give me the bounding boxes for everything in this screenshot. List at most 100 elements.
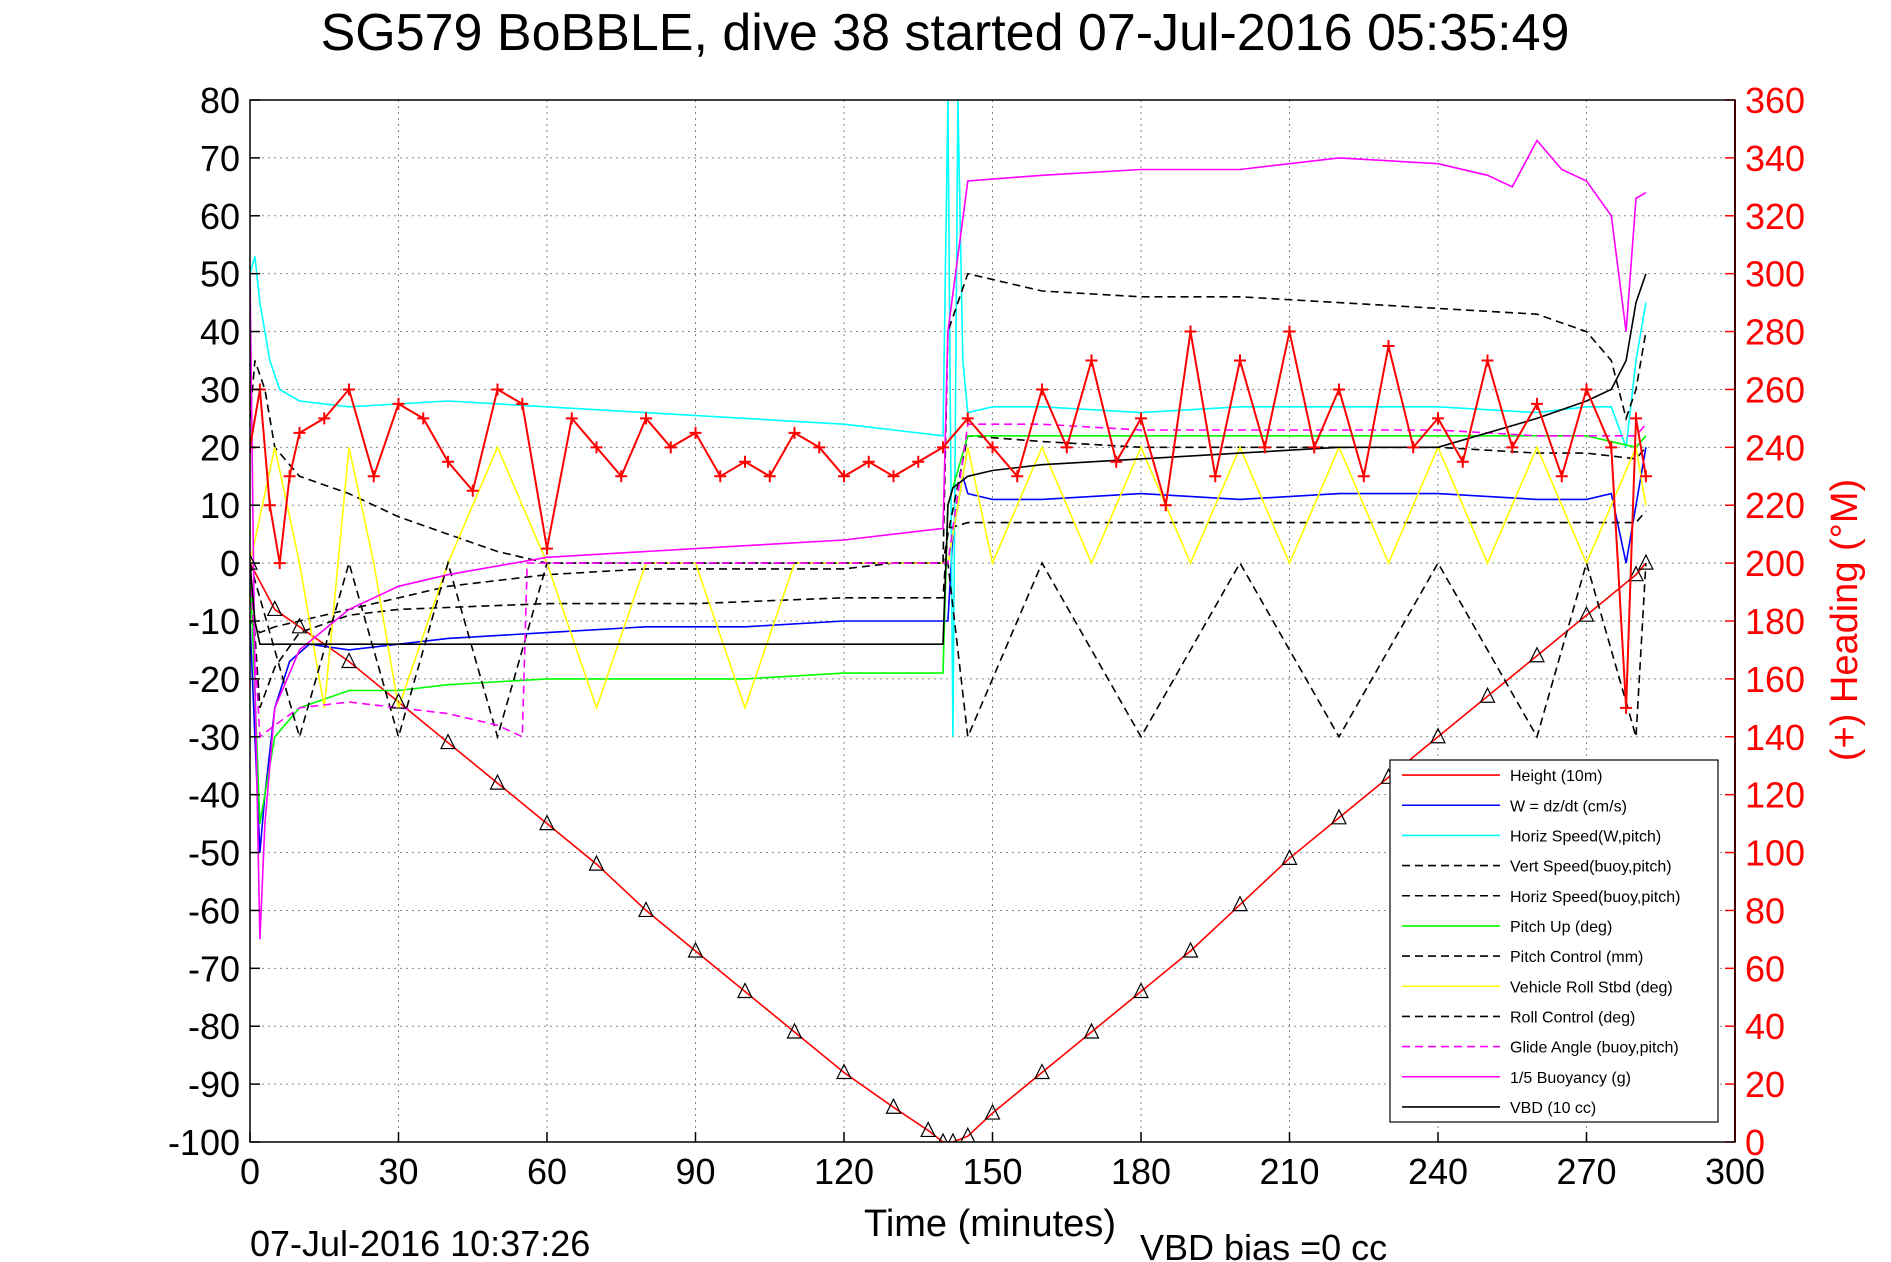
heading-marker bbox=[1036, 383, 1048, 396]
series-line-buoyancy bbox=[250, 139, 1647, 940]
x-tick-label: 120 bbox=[814, 1151, 874, 1192]
y2-tick-label: 140 bbox=[1745, 717, 1805, 758]
y2-tick-label: 180 bbox=[1745, 601, 1805, 642]
y-tick-label: 80 bbox=[200, 80, 240, 121]
heading-marker bbox=[689, 426, 702, 439]
y2-tick-label: 280 bbox=[1745, 312, 1805, 353]
heading-marker bbox=[615, 470, 628, 483]
legend-label-vbd: VBD (10 cc) bbox=[1510, 1100, 1596, 1117]
height-marker bbox=[984, 1103, 1001, 1120]
y2-tick-label: 120 bbox=[1745, 775, 1805, 816]
height-marker bbox=[1430, 727, 1446, 744]
heading-marker bbox=[1085, 354, 1098, 367]
heading-marker bbox=[763, 470, 776, 483]
series-line-pitch_ctl bbox=[250, 510, 1647, 709]
heading-marker bbox=[788, 426, 801, 439]
height-marker bbox=[1578, 605, 1595, 622]
heading-marker bbox=[887, 470, 900, 483]
y2-tick-label: 300 bbox=[1745, 254, 1805, 295]
heading-marker bbox=[1357, 470, 1370, 483]
y2-tick-label: 0 bbox=[1745, 1122, 1765, 1163]
y-tick-label: 30 bbox=[200, 369, 240, 410]
y-tick-label: 50 bbox=[200, 254, 240, 295]
height-marker bbox=[1133, 982, 1149, 999]
y-tick-label: -30 bbox=[188, 717, 240, 758]
heading-marker bbox=[1605, 441, 1618, 454]
heading-marker bbox=[466, 484, 479, 497]
heading-marker bbox=[986, 441, 999, 454]
heading-marker bbox=[516, 397, 529, 410]
legend-label-pitch_ctl: Pitch Control (mm) bbox=[1510, 949, 1643, 966]
heading-marker bbox=[367, 470, 380, 483]
heading-marker bbox=[640, 412, 652, 425]
height-marker bbox=[588, 854, 605, 871]
y-tick-label: 10 bbox=[200, 485, 240, 526]
y2-tick-label: 340 bbox=[1745, 138, 1805, 179]
height-marker bbox=[539, 814, 555, 831]
x-axis-label: Time (minutes) bbox=[864, 1203, 1116, 1245]
height-marker bbox=[1529, 646, 1545, 663]
heading-marker bbox=[1580, 383, 1593, 396]
heading-marker bbox=[1060, 441, 1073, 454]
y-tick-label: -90 bbox=[188, 1064, 240, 1105]
y-tick-label: 60 bbox=[200, 196, 240, 237]
height-marker bbox=[938, 1132, 948, 1142]
y-tick-label: -20 bbox=[188, 659, 240, 700]
height-marker bbox=[489, 773, 506, 790]
heading-marker bbox=[1159, 499, 1172, 512]
height-marker bbox=[786, 1022, 803, 1039]
heading-marker bbox=[263, 499, 276, 512]
y2-tick-label: 260 bbox=[1745, 369, 1805, 410]
heading-marker bbox=[1011, 470, 1024, 483]
right-axis-label: (+) Heading (°M) bbox=[1824, 479, 1866, 761]
legend-label-hspeed_buoy: Horiz Speed(buoy,pitch) bbox=[1510, 889, 1680, 906]
height-marker bbox=[960, 1126, 976, 1142]
series-line-hspeed_buoy bbox=[250, 272, 1647, 564]
y-tick-label: 0 bbox=[220, 543, 240, 584]
heading-marker bbox=[912, 455, 925, 468]
chart-title: SG579 BoBBLE, dive 38 started 07-Jul-201… bbox=[321, 4, 1570, 62]
series-line-vbd bbox=[250, 273, 1647, 646]
y2-tick-label: 160 bbox=[1745, 659, 1805, 700]
heading-marker bbox=[417, 412, 430, 425]
x-tick-label: 300 bbox=[1705, 1151, 1765, 1192]
heading-marker bbox=[862, 455, 875, 468]
heading-marker bbox=[1110, 455, 1123, 468]
y2-tick-label: 360 bbox=[1745, 80, 1805, 121]
y-tick-label: 70 bbox=[200, 138, 240, 179]
footer-vbd-bias: VBD bias =0 cc bbox=[1140, 1227, 1387, 1262]
heading-marker bbox=[283, 470, 296, 483]
y2-tick-label: 40 bbox=[1745, 1006, 1785, 1047]
x-tick-label: 210 bbox=[1259, 1151, 1319, 1192]
heading-marker bbox=[1407, 441, 1420, 454]
series-line-height bbox=[250, 562, 1647, 1142]
series-layer bbox=[250, 100, 1654, 1142]
heading-marker bbox=[1258, 441, 1271, 454]
heading-marker bbox=[273, 557, 286, 570]
heading-marker bbox=[590, 441, 603, 454]
height-marker bbox=[1479, 686, 1496, 703]
heading-marker bbox=[1531, 397, 1543, 410]
legend-label-w: W = dz/dt (cm/s) bbox=[1510, 798, 1627, 815]
height-marker bbox=[1628, 565, 1644, 582]
height-marker bbox=[341, 652, 357, 669]
height-marker bbox=[1331, 808, 1347, 825]
height-marker bbox=[440, 733, 456, 750]
y-tick-label: -40 bbox=[188, 775, 240, 816]
heading-marker bbox=[664, 441, 677, 454]
x-tick-label: 30 bbox=[378, 1151, 418, 1192]
series-line-pitch bbox=[250, 434, 1647, 824]
heading-marker bbox=[1506, 441, 1519, 454]
height-marker bbox=[1182, 941, 1199, 958]
heading-marker bbox=[1333, 383, 1345, 396]
heading-marker bbox=[565, 412, 578, 425]
y2-tick-label: 320 bbox=[1745, 196, 1805, 237]
height-marker bbox=[1637, 553, 1654, 570]
height-marker bbox=[291, 617, 308, 634]
plot-frame bbox=[249, 99, 1736, 1143]
heading-marker bbox=[1639, 470, 1652, 483]
heading-marker bbox=[1620, 701, 1633, 714]
x-tick-label: 270 bbox=[1556, 1151, 1616, 1192]
height-marker bbox=[266, 600, 283, 617]
heading-marker bbox=[1630, 412, 1642, 425]
